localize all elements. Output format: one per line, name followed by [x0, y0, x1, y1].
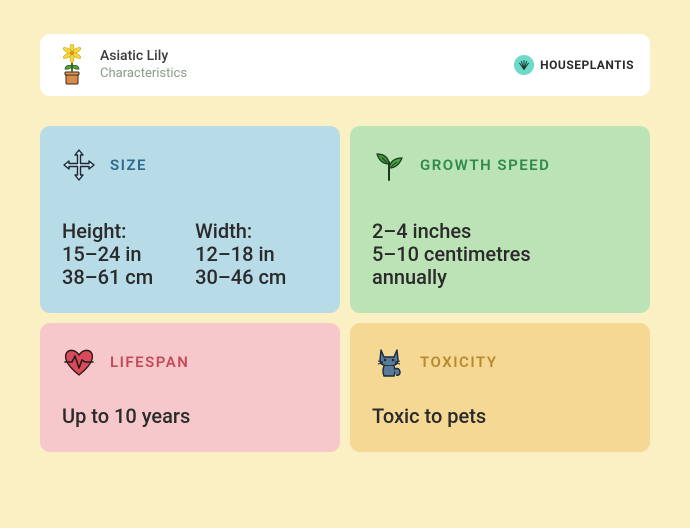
width-in: 12–18 in [195, 243, 286, 266]
toxicity-body: Toxic to pets [372, 405, 628, 428]
card-head: TOXICITY [372, 345, 628, 379]
growth-body: 2–4 inches 5–10 centimetres annually [372, 220, 628, 289]
sprout-icon [372, 148, 406, 182]
width-cm: 30–46 cm [195, 266, 286, 289]
card-lifespan: LIFESPAN Up to 10 years [40, 323, 340, 452]
height-label: Height: [62, 220, 153, 243]
cat-icon [372, 345, 406, 379]
lifespan-body: Up to 10 years [62, 405, 318, 428]
card-title: GROWTH SPEED [420, 156, 550, 174]
card-growth: GROWTH SPEED 2–4 inches 5–10 centimetres… [350, 126, 650, 313]
card-title: TOXICITY [420, 353, 497, 371]
card-title: LIFESPAN [110, 353, 189, 371]
size-body: Height: 15–24 in 38–61 cm Width: 12–18 i… [62, 220, 318, 289]
card-head: SIZE [62, 148, 318, 182]
card-toxicity: TOXICITY Toxic to pets [350, 323, 650, 452]
brand-logo: HOUSEPLANTIS [514, 55, 634, 75]
header-text: Asiatic Lily Characteristics [100, 48, 187, 82]
arrows-move-icon [62, 148, 96, 182]
cards-grid: SIZE Height: 15–24 in 38–61 cm Width: 12… [40, 126, 650, 452]
header-left: Asiatic Lily Characteristics [56, 44, 187, 86]
plant-pot-icon [56, 44, 88, 86]
card-title: SIZE [110, 156, 147, 174]
heart-pulse-icon [62, 345, 96, 379]
card-head: LIFESPAN [62, 345, 318, 379]
size-width: Width: 12–18 in 30–46 cm [195, 220, 286, 289]
plant-name: Asiatic Lily [100, 48, 187, 66]
height-cm: 38–61 cm [62, 266, 153, 289]
height-in: 15–24 in [62, 243, 153, 266]
width-label: Width: [195, 220, 286, 243]
header-card: Asiatic Lily Characteristics HOUSEPLANTI… [40, 34, 650, 96]
brand-leaf-icon [514, 55, 534, 75]
brand-name: HOUSEPLANTIS [540, 58, 634, 72]
size-height: Height: 15–24 in 38–61 cm [62, 220, 153, 289]
subtitle: Characteristics [100, 66, 187, 82]
growth-line1: 2–4 inches [372, 220, 628, 243]
growth-line3: annually [372, 266, 628, 289]
card-head: GROWTH SPEED [372, 148, 628, 182]
growth-line2: 5–10 centimetres [372, 243, 628, 266]
card-size: SIZE Height: 15–24 in 38–61 cm Width: 12… [40, 126, 340, 313]
